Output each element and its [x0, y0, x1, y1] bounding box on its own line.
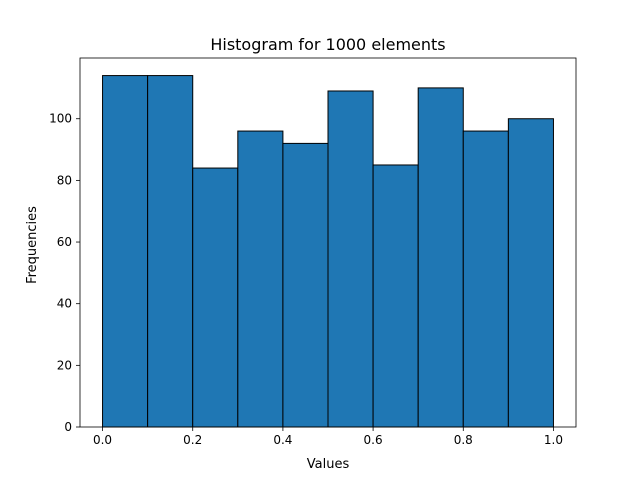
y-tick-label: 100 — [49, 112, 72, 126]
x-tick-label: 0.4 — [273, 433, 292, 447]
histogram-bar-8 — [417, 87, 464, 428]
x-tick-label: 0.6 — [364, 433, 383, 447]
x-axis-label: Values — [307, 457, 350, 472]
histogram-bar-5 — [282, 142, 329, 428]
y-tick-label: 80 — [57, 173, 72, 187]
histogram-bar-3 — [192, 167, 239, 428]
bars-group — [102, 75, 554, 428]
x-tick-label: 0.0 — [93, 433, 112, 447]
y-tick-label: 60 — [57, 235, 72, 249]
y-tick-label: 40 — [57, 297, 72, 311]
x-tick-label: 0.8 — [454, 433, 473, 447]
axes-frame — [79, 57, 577, 428]
histogram-bar-10 — [507, 118, 554, 428]
histogram-bar-1 — [102, 75, 149, 428]
chart-title: Histogram for 1000 elements — [210, 35, 445, 54]
histogram-bar-2 — [147, 75, 194, 428]
y-tick-label: 0 — [64, 420, 72, 434]
histogram-bar-6 — [327, 90, 374, 428]
histogram-bar-7 — [372, 164, 419, 428]
x-ticks-group: 0.0 0.2 0.4 0.6 0.8 1.0 — [93, 427, 563, 447]
x-tick-label: 0.2 — [183, 433, 202, 447]
histogram-bar-4 — [237, 130, 284, 428]
histogram-bar-9 — [462, 130, 509, 428]
x-tick-label: 1.0 — [544, 433, 563, 447]
y-axis-label: Frequencies — [25, 206, 40, 284]
y-ticks-group: 0 20 40 60 80 100 — [49, 112, 80, 434]
y-tick-label: 20 — [57, 358, 72, 372]
